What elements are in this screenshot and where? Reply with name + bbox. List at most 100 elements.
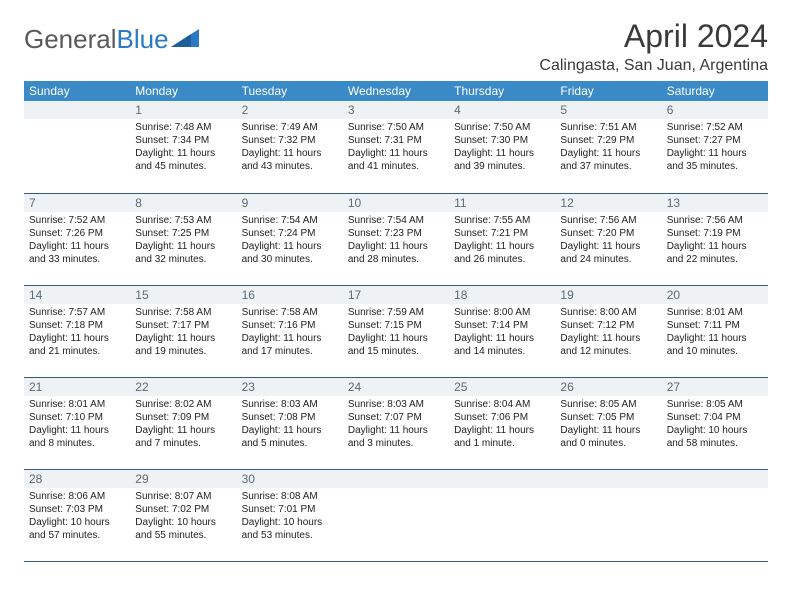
weekday-header: Friday bbox=[555, 81, 661, 101]
day-number: 25 bbox=[449, 378, 555, 396]
daylight-text: Daylight: 11 hours and 35 minutes. bbox=[667, 147, 763, 173]
sunset-text: Sunset: 7:29 PM bbox=[560, 134, 656, 147]
sunrise-text: Sunrise: 8:05 AM bbox=[560, 398, 656, 411]
daylight-text: Daylight: 10 hours and 55 minutes. bbox=[135, 516, 231, 542]
daylight-text: Daylight: 11 hours and 37 minutes. bbox=[560, 147, 656, 173]
day-number-empty bbox=[449, 470, 555, 488]
day-cell bbox=[343, 469, 449, 561]
day-number: 11 bbox=[449, 194, 555, 212]
daylight-text: Daylight: 11 hours and 1 minute. bbox=[454, 424, 550, 450]
daylight-text: Daylight: 11 hours and 21 minutes. bbox=[29, 332, 125, 358]
daylight-text: Daylight: 11 hours and 30 minutes. bbox=[242, 240, 338, 266]
sunset-text: Sunset: 7:15 PM bbox=[348, 319, 444, 332]
week-row: 1Sunrise: 7:48 AMSunset: 7:34 PMDaylight… bbox=[24, 101, 768, 193]
sunset-text: Sunset: 7:19 PM bbox=[667, 227, 763, 240]
sunset-text: Sunset: 7:18 PM bbox=[29, 319, 125, 332]
day-cell: 30Sunrise: 8:08 AMSunset: 7:01 PMDayligh… bbox=[237, 469, 343, 561]
day-number: 23 bbox=[237, 378, 343, 396]
day-cell: 4Sunrise: 7:50 AMSunset: 7:30 PMDaylight… bbox=[449, 101, 555, 193]
sunset-text: Sunset: 7:10 PM bbox=[29, 411, 125, 424]
daylight-text: Daylight: 11 hours and 28 minutes. bbox=[348, 240, 444, 266]
day-details: Sunrise: 7:48 AMSunset: 7:34 PMDaylight:… bbox=[130, 119, 236, 177]
day-details: Sunrise: 8:05 AMSunset: 7:05 PMDaylight:… bbox=[555, 396, 661, 454]
sunset-text: Sunset: 7:11 PM bbox=[667, 319, 763, 332]
weekday-header: Wednesday bbox=[343, 81, 449, 101]
daylight-text: Daylight: 11 hours and 17 minutes. bbox=[242, 332, 338, 358]
day-cell: 25Sunrise: 8:04 AMSunset: 7:06 PMDayligh… bbox=[449, 377, 555, 469]
week-row: 28Sunrise: 8:06 AMSunset: 7:03 PMDayligh… bbox=[24, 469, 768, 561]
daylight-text: Daylight: 11 hours and 45 minutes. bbox=[135, 147, 231, 173]
day-details: Sunrise: 7:57 AMSunset: 7:18 PMDaylight:… bbox=[24, 304, 130, 362]
daylight-text: Daylight: 11 hours and 7 minutes. bbox=[135, 424, 231, 450]
day-cell: 26Sunrise: 8:05 AMSunset: 7:05 PMDayligh… bbox=[555, 377, 661, 469]
day-cell bbox=[24, 101, 130, 193]
day-number-empty bbox=[662, 470, 768, 488]
day-cell: 18Sunrise: 8:00 AMSunset: 7:14 PMDayligh… bbox=[449, 285, 555, 377]
sunrise-text: Sunrise: 7:58 AM bbox=[242, 306, 338, 319]
day-number: 26 bbox=[555, 378, 661, 396]
day-number: 24 bbox=[343, 378, 449, 396]
sunrise-text: Sunrise: 7:58 AM bbox=[135, 306, 231, 319]
sunset-text: Sunset: 7:08 PM bbox=[242, 411, 338, 424]
day-details: Sunrise: 7:58 AMSunset: 7:17 PMDaylight:… bbox=[130, 304, 236, 362]
calendar-page: GeneralBlue April 2024 Calingasta, San J… bbox=[0, 0, 792, 574]
day-details: Sunrise: 8:08 AMSunset: 7:01 PMDaylight:… bbox=[237, 488, 343, 546]
sunrise-text: Sunrise: 7:50 AM bbox=[454, 121, 550, 134]
day-number: 19 bbox=[555, 286, 661, 304]
sunset-text: Sunset: 7:03 PM bbox=[29, 503, 125, 516]
day-details: Sunrise: 7:54 AMSunset: 7:24 PMDaylight:… bbox=[237, 212, 343, 270]
daylight-text: Daylight: 10 hours and 58 minutes. bbox=[667, 424, 763, 450]
sunset-text: Sunset: 7:32 PM bbox=[242, 134, 338, 147]
sunrise-text: Sunrise: 7:52 AM bbox=[667, 121, 763, 134]
sunrise-text: Sunrise: 7:55 AM bbox=[454, 214, 550, 227]
day-cell bbox=[662, 469, 768, 561]
daylight-text: Daylight: 11 hours and 14 minutes. bbox=[454, 332, 550, 358]
daylight-text: Daylight: 11 hours and 15 minutes. bbox=[348, 332, 444, 358]
sunrise-text: Sunrise: 8:03 AM bbox=[242, 398, 338, 411]
day-details: Sunrise: 8:00 AMSunset: 7:12 PMDaylight:… bbox=[555, 304, 661, 362]
day-details: Sunrise: 8:00 AMSunset: 7:14 PMDaylight:… bbox=[449, 304, 555, 362]
day-details: Sunrise: 7:58 AMSunset: 7:16 PMDaylight:… bbox=[237, 304, 343, 362]
logo-part1: General bbox=[24, 24, 117, 54]
day-cell: 28Sunrise: 8:06 AMSunset: 7:03 PMDayligh… bbox=[24, 469, 130, 561]
day-details: Sunrise: 7:55 AMSunset: 7:21 PMDaylight:… bbox=[449, 212, 555, 270]
sunrise-text: Sunrise: 8:05 AM bbox=[667, 398, 763, 411]
day-number-empty bbox=[343, 470, 449, 488]
sunrise-text: Sunrise: 7:50 AM bbox=[348, 121, 444, 134]
sunset-text: Sunset: 7:26 PM bbox=[29, 227, 125, 240]
day-number: 15 bbox=[130, 286, 236, 304]
sunset-text: Sunset: 7:24 PM bbox=[242, 227, 338, 240]
day-number: 29 bbox=[130, 470, 236, 488]
sunset-text: Sunset: 7:27 PM bbox=[667, 134, 763, 147]
sunset-text: Sunset: 7:25 PM bbox=[135, 227, 231, 240]
sunrise-text: Sunrise: 8:03 AM bbox=[348, 398, 444, 411]
day-cell: 6Sunrise: 7:52 AMSunset: 7:27 PMDaylight… bbox=[662, 101, 768, 193]
calendar-body: 1Sunrise: 7:48 AMSunset: 7:34 PMDaylight… bbox=[24, 101, 768, 561]
sunrise-text: Sunrise: 7:54 AM bbox=[348, 214, 444, 227]
sunrise-text: Sunrise: 7:53 AM bbox=[135, 214, 231, 227]
sunset-text: Sunset: 7:14 PM bbox=[454, 319, 550, 332]
day-cell: 16Sunrise: 7:58 AMSunset: 7:16 PMDayligh… bbox=[237, 285, 343, 377]
day-cell: 7Sunrise: 7:52 AMSunset: 7:26 PMDaylight… bbox=[24, 193, 130, 285]
sunrise-text: Sunrise: 7:57 AM bbox=[29, 306, 125, 319]
day-details: Sunrise: 8:05 AMSunset: 7:04 PMDaylight:… bbox=[662, 396, 768, 454]
day-details: Sunrise: 8:06 AMSunset: 7:03 PMDaylight:… bbox=[24, 488, 130, 546]
sunrise-text: Sunrise: 8:04 AM bbox=[454, 398, 550, 411]
day-cell bbox=[449, 469, 555, 561]
day-number: 16 bbox=[237, 286, 343, 304]
day-number-empty bbox=[555, 470, 661, 488]
sunset-text: Sunset: 7:17 PM bbox=[135, 319, 231, 332]
sunrise-text: Sunrise: 7:54 AM bbox=[242, 214, 338, 227]
day-cell bbox=[555, 469, 661, 561]
sunrise-text: Sunrise: 7:56 AM bbox=[560, 214, 656, 227]
sunset-text: Sunset: 7:09 PM bbox=[135, 411, 231, 424]
day-details: Sunrise: 8:01 AMSunset: 7:10 PMDaylight:… bbox=[24, 396, 130, 454]
day-details: Sunrise: 8:04 AMSunset: 7:06 PMDaylight:… bbox=[449, 396, 555, 454]
weekday-header: Monday bbox=[130, 81, 236, 101]
daylight-text: Daylight: 11 hours and 26 minutes. bbox=[454, 240, 550, 266]
day-number: 3 bbox=[343, 101, 449, 119]
day-number: 12 bbox=[555, 194, 661, 212]
day-number: 18 bbox=[449, 286, 555, 304]
day-number: 4 bbox=[449, 101, 555, 119]
sunrise-text: Sunrise: 7:48 AM bbox=[135, 121, 231, 134]
